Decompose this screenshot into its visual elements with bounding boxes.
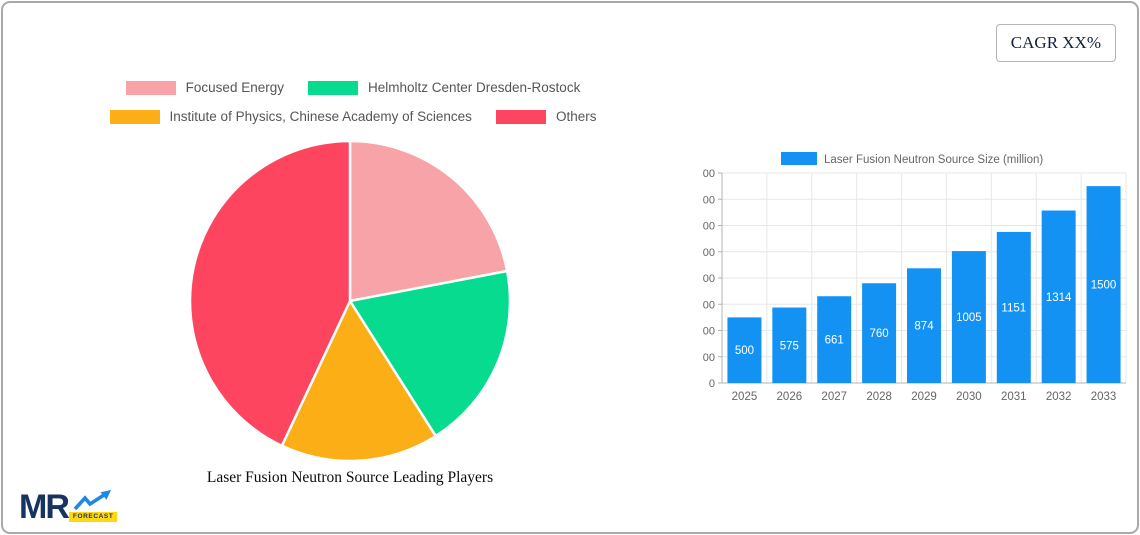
legend-item: Helmholtz Center Dresden-Rostock: [307, 80, 581, 95]
bar-2028: [862, 283, 897, 383]
legend-item: Focused Energy: [125, 80, 284, 95]
y-tick-label: 800: [703, 273, 715, 285]
y-tick-label: 600: [703, 299, 715, 311]
x-tick-label: 2033: [1091, 391, 1117, 403]
trend-arrow-icon: [73, 490, 112, 511]
bar-2032: [1041, 210, 1076, 383]
brand-logo: MR FORECAST: [19, 487, 118, 526]
x-tick-label: 2027: [821, 391, 847, 403]
bar-value-label: 661: [825, 335, 844, 347]
bar-value-label: 575: [780, 340, 799, 352]
bar-2025: [727, 317, 762, 384]
pie-slice-1: [348, 139, 509, 303]
legend-swatch: [109, 109, 160, 124]
brand-forecast-text: FORECAST: [68, 512, 118, 522]
y-tick-label: 200: [703, 352, 715, 364]
y-tick-label: 1400: [703, 194, 715, 206]
bar-2031: [996, 231, 1031, 383]
bar-2030: [951, 251, 986, 383]
bar-2033: [1086, 186, 1121, 384]
legend-item: Institute of Physics, Chinese Academy of…: [109, 109, 472, 124]
brand-mr-text: MR: [19, 487, 70, 526]
bar-legend-swatch: [781, 152, 817, 165]
x-tick-label: 2026: [777, 391, 803, 403]
bar-value-label: 1500: [1091, 280, 1117, 292]
legend-row: Institute of Physics, Chinese Academy of…: [31, 106, 675, 127]
bar-value-label: 760: [870, 328, 889, 340]
bar-value-label: 500: [735, 345, 754, 357]
bar-value-label: 1151: [1001, 302, 1026, 314]
legend-swatch: [125, 80, 176, 95]
legend-item: Others: [495, 109, 597, 124]
y-tick-label: 0: [709, 378, 715, 390]
pie-slice-3: [280, 299, 437, 463]
pie-chart: [188, 139, 512, 463]
bar-legend-label: Laser Fusion Neutron Source Size (millio…: [824, 154, 1043, 166]
x-tick-label: 2031: [1001, 391, 1027, 403]
x-tick-label: 2030: [956, 391, 982, 403]
legend-label: Focused Energy: [185, 80, 284, 95]
pie-slice-2: [348, 269, 512, 438]
cagr-badge: CAGR XX%: [995, 24, 1116, 62]
bar-value-label: 874: [914, 321, 934, 333]
bar-2026: [772, 307, 807, 383]
x-tick-label: 2032: [1046, 391, 1072, 403]
bar-value-label: 1314: [1046, 292, 1072, 304]
bar-2029: [907, 268, 941, 383]
legend-swatch: [307, 80, 358, 95]
x-tick-label: 2025: [732, 391, 758, 403]
y-tick-label: 1600: [703, 168, 715, 180]
y-tick-label: 1200: [703, 221, 715, 233]
pie-legend: Focused Energy Helmholtz Center Dresden-R…: [31, 77, 675, 127]
legend-row: Focused Energy Helmholtz Center Dresden-R…: [31, 77, 675, 98]
legend-label: Others: [555, 109, 597, 124]
bar-2027: [817, 296, 852, 383]
y-tick-label: 1000: [703, 247, 715, 259]
pie-slice-4: [188, 139, 352, 448]
x-tick-label: 2029: [911, 391, 937, 403]
legend-label: Helmholtz Center Dresden-Rostock: [367, 80, 581, 95]
x-tick-label: 2028: [866, 391, 892, 403]
y-tick-label: 400: [703, 326, 715, 338]
bar-value-label: 1005: [956, 312, 982, 324]
legend-swatch: [495, 109, 546, 124]
pie-title: Laser Fusion Neutron Source Leading Play…: [206, 469, 494, 486]
legend-label: Institute of Physics, Chinese Academy of…: [169, 109, 472, 124]
bar-chart: Laser Fusion Neutron Source Size (millio…: [703, 152, 1127, 403]
